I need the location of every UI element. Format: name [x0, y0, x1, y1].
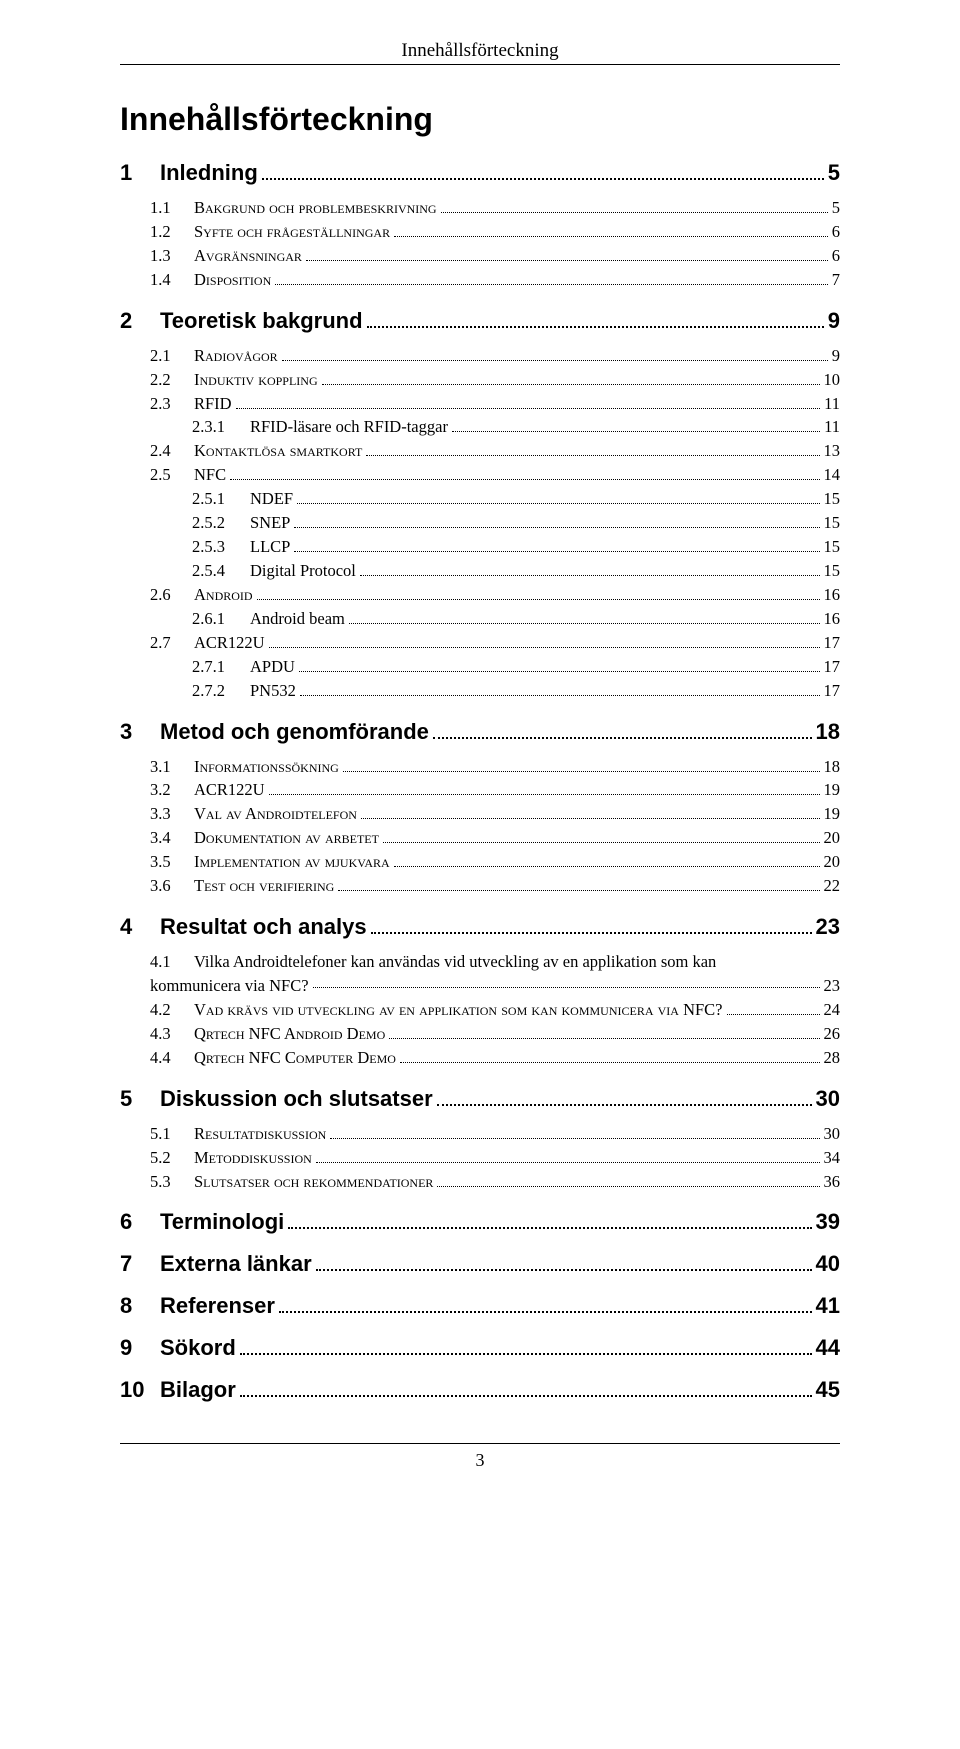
toc-level2: 4.3Qrtech NFC Android Demo26	[150, 1022, 840, 1046]
toc-level2: 4.2Vad krävs vid utveckling av en applik…	[150, 998, 840, 1022]
toc-level2: 3.4Dokumentation av arbetet20	[150, 826, 840, 850]
toc-page: 5	[828, 160, 840, 186]
toc-level3: 2.7.1APDU17	[192, 655, 840, 679]
toc-level1: 2 Teoretisk bakgrund 9	[120, 308, 840, 334]
toc-level2: 2.6Android16	[150, 583, 840, 607]
toc-level1: 6Terminologi39	[120, 1209, 840, 1235]
toc-level2: 3.2ACR122U19	[150, 778, 840, 802]
rule-bottom	[120, 1443, 840, 1444]
toc-level2: 2.2Induktiv koppling10	[150, 368, 840, 392]
toc-level2: 3.5Implementation av mjukvara20	[150, 850, 840, 874]
toc-level2: 3.6Test och verifiering22	[150, 874, 840, 898]
footer-page-number: 3	[120, 1450, 840, 1471]
toc-level1: 4 Resultat och analys 23	[120, 914, 840, 940]
page-container: Innehållsförteckning Innehållsförtecknin…	[0, 0, 960, 1531]
toc-level2-wrapped: 4.1Vilka Androidtelefoner kan användas v…	[150, 950, 840, 998]
toc-level3: 2.5.1NDEF15	[192, 487, 840, 511]
toc-l2-block: 4.1Vilka Androidtelefoner kan användas v…	[120, 950, 840, 1070]
toc-level2: 5.2Metoddiskussion34	[150, 1146, 840, 1170]
toc-level2: 1.3Avgränsningar6	[150, 244, 840, 268]
toc-level1: 5 Diskussion och slutsatser 30	[120, 1086, 840, 1112]
toc-level2: 1.4Disposition7	[150, 268, 840, 292]
toc-l2-block: 1.1Bakgrund och problembeskrivning5 1.2S…	[120, 196, 840, 292]
toc-l2-block: 2.1Radiovågor9 2.2Induktiv koppling10 2.…	[120, 344, 840, 703]
toc-level2: 4.4Qrtech NFC Computer Demo28	[150, 1046, 840, 1070]
toc-level2: 1.1Bakgrund och problembeskrivning5	[150, 196, 840, 220]
toc-level2: 1.2Syfte och frågeställningar6	[150, 220, 840, 244]
toc-level1: 8Referenser41	[120, 1293, 840, 1319]
table-of-contents: 1 Inledning 5 1.1Bakgrund och problembes…	[120, 160, 840, 1403]
toc-level2: 2.1Radiovågor9	[150, 344, 840, 368]
toc-num: 1	[120, 160, 160, 186]
toc-level3: 2.7.2PN53217	[192, 679, 840, 703]
toc-level2: 5.1Resultatdiskussion30	[150, 1122, 840, 1146]
toc-level2: 3.1Informationssökning18	[150, 755, 840, 779]
toc-level2: 2.3RFID11	[150, 392, 840, 416]
toc-level3: 2.5.3LLCP15	[192, 535, 840, 559]
toc-level2: 3.3Val av Androidtelefon19	[150, 802, 840, 826]
toc-level2: 2.4Kontaktlösa smartkort13	[150, 439, 840, 463]
toc-level1: 9Sökord44	[120, 1335, 840, 1361]
toc-level3: 2.5.4Digital Protocol15	[192, 559, 840, 583]
toc-level3: 2.6.1Android beam16	[192, 607, 840, 631]
toc-l2-block: 5.1Resultatdiskussion30 5.2Metoddiskussi…	[120, 1122, 840, 1194]
toc-level3: 2.3.1RFID-läsare och RFID-taggar11	[192, 415, 840, 439]
leader-dots	[262, 160, 824, 180]
toc-title: Inledning	[160, 160, 258, 186]
running-head: Innehållsförteckning	[120, 40, 840, 62]
toc-level1: 7Externa länkar40	[120, 1251, 840, 1277]
document-title: Innehållsförteckning	[120, 101, 840, 138]
toc-level2: 2.5NFC14	[150, 463, 840, 487]
toc-level1: 10Bilagor45	[120, 1377, 840, 1403]
toc-l2-block: 3.1Informationssökning18 3.2ACR122U19 3.…	[120, 755, 840, 899]
rule-top	[120, 64, 840, 65]
toc-level3: 2.5.2SNEP15	[192, 511, 840, 535]
toc-level1: 3 Metod och genomförande 18	[120, 719, 840, 745]
toc-level1: 1 Inledning 5	[120, 160, 840, 186]
toc-level2: 2.7ACR122U17	[150, 631, 840, 655]
toc-level2: 5.3Slutsatser och rekommendationer36	[150, 1170, 840, 1194]
